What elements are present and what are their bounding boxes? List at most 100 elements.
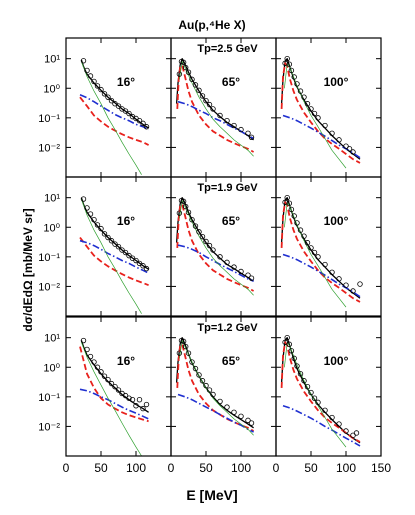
x-tick-label: 50	[94, 461, 108, 475]
data-point	[180, 338, 187, 345]
data-point	[203, 382, 209, 389]
series-line-red-dashed	[79, 236, 149, 287]
data-point	[206, 242, 213, 249]
data-point	[84, 346, 90, 353]
data-point	[94, 364, 101, 370]
data-point	[122, 108, 129, 114]
data-point	[91, 359, 97, 365]
data-point	[297, 371, 304, 377]
data-point	[84, 67, 90, 74]
data-point	[112, 384, 118, 390]
data-point	[294, 81, 300, 87]
data-point	[248, 134, 255, 140]
series-line-total	[80, 197, 149, 270]
panel-frame	[275, 176, 382, 317]
data-point	[308, 106, 314, 112]
data-point	[189, 217, 195, 223]
data-point	[304, 101, 311, 107]
data-point	[196, 87, 202, 94]
data-point	[297, 227, 304, 233]
data-point	[336, 421, 342, 427]
y-tick-label: 10¹	[44, 193, 60, 205]
data-point	[297, 88, 304, 94]
series-line-green-thin	[179, 340, 254, 436]
energy-label: Tp=1.9 GeV	[197, 182, 258, 194]
data-point	[112, 241, 118, 247]
data-point	[176, 350, 183, 356]
data-point	[105, 376, 111, 383]
data-point	[284, 334, 290, 341]
data-point	[284, 194, 290, 201]
data-point	[140, 263, 146, 269]
data-point	[143, 401, 150, 408]
data-point	[192, 223, 199, 229]
data-point	[180, 198, 187, 205]
series-line-total	[280, 58, 361, 160]
data-point	[180, 59, 187, 66]
data-point	[308, 389, 314, 396]
data-point	[346, 146, 353, 152]
data-point	[185, 209, 192, 216]
data-point	[343, 143, 349, 149]
x-axis-label: E [MeV]	[186, 487, 237, 503]
data-point	[140, 120, 146, 127]
data-point	[199, 93, 206, 99]
data-point	[286, 61, 292, 67]
data-point	[98, 225, 104, 232]
data-point	[294, 363, 300, 369]
panel-plot-area	[175, 337, 255, 436]
data-point	[343, 282, 349, 288]
x-tick-label: 150	[371, 461, 391, 475]
data-point	[284, 55, 290, 62]
data-point	[286, 200, 292, 206]
y-tick-label: 10⁻²	[38, 142, 60, 154]
data-point	[231, 122, 237, 129]
data-point	[304, 384, 311, 390]
data-point	[336, 137, 342, 143]
data-point	[87, 211, 94, 217]
data-point	[98, 369, 104, 375]
series-line-blue-dashdot	[282, 404, 361, 447]
panel-frame	[170, 176, 277, 317]
angle-label: 100°	[324, 214, 349, 228]
data-point	[350, 149, 356, 155]
x-tick-label: 0	[273, 461, 280, 475]
series-line-red-dashed	[176, 343, 255, 432]
data-point	[126, 252, 132, 259]
data-point	[133, 403, 139, 409]
data-point	[206, 101, 213, 108]
y-tick-label: 10¹	[44, 54, 60, 66]
y-tick-label: 10⁻¹	[38, 392, 60, 404]
panel-plot-area	[79, 337, 150, 456]
panel-r1-c1: 65° Tp=1.9 GeV	[170, 176, 277, 317]
data-point	[282, 339, 288, 345]
panel-plot-area	[280, 55, 361, 169]
data-point	[245, 130, 251, 137]
angle-label: 65°	[222, 354, 240, 368]
data-point	[133, 257, 139, 264]
data-point	[238, 413, 244, 419]
panel-frame	[170, 316, 277, 457]
data-point	[217, 254, 223, 260]
data-point	[101, 231, 108, 237]
data-point	[288, 206, 295, 213]
y-tick-label: 10⁻²	[38, 281, 60, 293]
panel-frame	[275, 37, 382, 178]
panel-r2-c1: 65° Tp=1.2 GeV	[170, 316, 277, 457]
series-line-green-thin	[81, 61, 142, 175]
x-tick-label: 50	[199, 461, 213, 475]
series-line-red-dashed	[280, 201, 361, 303]
data-point	[185, 350, 192, 356]
data-point	[311, 110, 318, 117]
series-line-red-dashed	[280, 62, 361, 164]
panel-plot-area	[175, 197, 255, 296]
y-tick-label: 10⁰	[43, 83, 60, 95]
y-tick-label: 10⁻¹	[38, 252, 60, 264]
x-tick-label: 100	[231, 461, 251, 475]
data-point	[224, 404, 230, 410]
data-point	[196, 372, 202, 378]
panel-r0-c2: 100°	[275, 37, 382, 178]
data-point	[217, 398, 223, 405]
data-point	[238, 268, 244, 275]
